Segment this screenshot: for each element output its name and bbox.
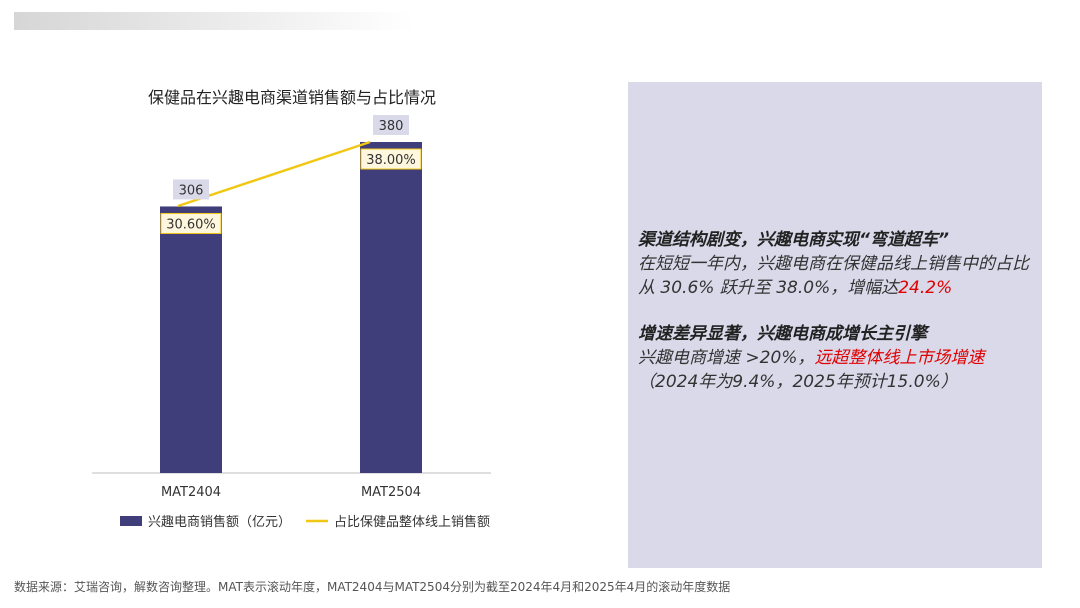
bar-label-bg	[173, 179, 209, 200]
insight-heading-2: 增速差异显著，兴趣电商成增长主引擎	[638, 324, 927, 344]
insight-body-2: 兴趣电商增速 >20%，远超整体线上市场增速 （2024年为9.4%，2025年预…	[638, 346, 1038, 394]
insight-body-2-highlight: 远超整体线上市场增速	[814, 348, 985, 368]
insight-heading-1: 渠道结构剧变，兴趣电商实现“弯道超车”	[638, 230, 949, 250]
insight-body-1-highlight: 24.2%	[898, 278, 953, 298]
insight-body-2-pre: 兴趣电商增速 >20%，	[638, 348, 815, 368]
share-value-label: 30.60%	[166, 217, 216, 232]
bar-value-label: 380	[379, 119, 404, 134]
x-tick-label: MAT2404	[161, 485, 221, 500]
share-label-bg	[160, 212, 222, 234]
insight-body-2-post: （2024年为9.4%，2025年预计15.0%）	[638, 372, 958, 392]
insight-panel	[628, 82, 1042, 568]
bar-MAT2404	[160, 206, 222, 474]
source-footnote: 数据来源：艾瑞咨询，解数咨询整理。MAT表示滚动年度，MAT2404与MAT25…	[14, 580, 731, 594]
header-band	[14, 12, 414, 30]
share-value-label: 38.00%	[366, 153, 416, 168]
bar-value-label: 306	[179, 183, 204, 198]
bar-label-bg	[373, 115, 409, 135]
x-tick-label: MAT2504	[361, 485, 421, 500]
share-label-bg	[360, 148, 422, 170]
insight-text: 渠道结构剧变，兴趣电商实现“弯道超车” 在短短一年内，兴趣电商在保健品线上销售中…	[638, 228, 1038, 394]
insight-body-1-text: 在短短一年内，兴趣电商在保健品线上销售中的占比从 30.6% 跃升至 38.0%…	[638, 254, 1029, 298]
legend-label-sales: 兴趣电商销售额（亿元）	[148, 514, 291, 530]
chart-title: 保健品在兴趣电商渠道销售额与占比情况	[147, 88, 436, 107]
share-line	[177, 140, 371, 208]
bar-MAT2504	[360, 142, 422, 473]
legend-swatch-sales	[120, 516, 142, 526]
chart: 306 380 30.60% 38.00% MAT2404 MAT2504 兴趣电商销售…	[92, 115, 491, 530]
insight-body-1: 在短短一年内，兴趣电商在保健品线上销售中的占比从 30.6% 跃升至 38.0%…	[638, 252, 1038, 300]
legend-label-share: 占比保健品整体线上销售额	[334, 514, 490, 530]
